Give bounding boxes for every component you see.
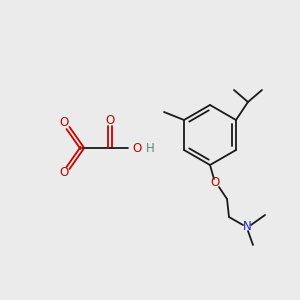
Text: O: O xyxy=(59,116,69,130)
Text: O: O xyxy=(105,113,115,127)
Text: N: N xyxy=(243,220,251,233)
Text: O: O xyxy=(210,176,220,190)
Text: O: O xyxy=(132,142,141,154)
Text: O: O xyxy=(59,167,69,179)
Text: H: H xyxy=(146,142,154,154)
